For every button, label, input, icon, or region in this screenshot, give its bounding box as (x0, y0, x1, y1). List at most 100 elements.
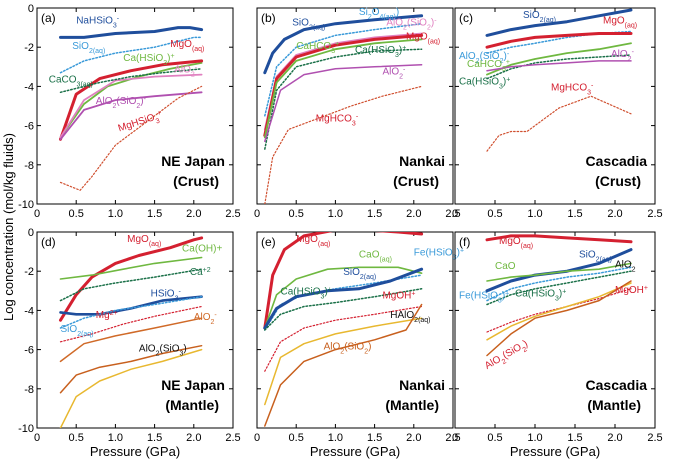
species-label: SiO2(aq) (579, 249, 612, 263)
series-line-alo2-sio2-alt (59, 348, 203, 428)
series-line-ca-hsio3- (59, 62, 203, 139)
species-label: Si2O4(aq)) (359, 7, 399, 21)
panel-letter: (e) (261, 235, 276, 249)
series-line-ca-hsio3- (264, 288, 423, 331)
panel-b: 0 0.5 1.0 1.5 2.0 2.5 (b) Nankai (Crust) Si2O4(aq… (254, 7, 461, 220)
species-label: CaCO3(aq) (49, 74, 93, 88)
x-tick-label: 0.5 (69, 432, 84, 444)
series-line-mgo-aq- (485, 234, 633, 244)
series-line-sio2-aq- (485, 8, 633, 37)
series-line-alo2-sio2- (486, 280, 632, 357)
panel-title: Cascadia (Mantle) (586, 377, 648, 413)
series-line-ca-2 (59, 268, 203, 302)
species-label: AlO2(SiO2) (483, 338, 531, 374)
x-tick-label: 0.5 (487, 208, 502, 220)
y-tick-label: -4 (24, 305, 34, 317)
x-tick-label: 1.0 (328, 432, 343, 444)
species-label: CaO (495, 261, 516, 272)
species-label: MgO(aq) (296, 234, 330, 248)
species-label: SiO2(aq) (523, 10, 556, 24)
species-label: AlO2(SiO2)- (459, 50, 510, 64)
x-tick-label: 1.5 (567, 432, 582, 444)
series-line-ca-hsio3- (486, 54, 632, 80)
species-label: Ca+2 (190, 267, 211, 279)
panel-letter: (d) (41, 235, 56, 249)
x-tick-label: 0 (254, 432, 260, 444)
series-line-cahco3- (263, 38, 423, 139)
series-line-caco3-aq- (59, 68, 203, 94)
species-label: Ca(HSiO3)+ (459, 76, 510, 90)
plot-frame (454, 231, 656, 429)
species-label: CaO(aq) (359, 249, 392, 263)
y-tick-label: 0 (28, 227, 34, 239)
panel-f: 0 0.5 1.0 1.5 2.0 2.5 (f) Cascadia (Mantle) MgO(a… (452, 231, 663, 459)
x-tick-label: 2.0 (186, 432, 201, 444)
series-line-sio2-aq- (263, 267, 424, 330)
x-tick-label: 0.5 (289, 432, 304, 444)
y-tick-label: -4 (24, 81, 34, 93)
series-line-cao-aq- (263, 266, 423, 329)
species-label: MgHCO3- (551, 82, 594, 96)
x-tick-label: 1.5 (147, 208, 162, 220)
series-line-alo2-sio2- (264, 303, 423, 427)
x-tick-label: 1.0 (328, 208, 343, 220)
y-tick-label: -8 (24, 384, 34, 396)
species-label: CaHCO3+ (296, 41, 339, 55)
plot-frame (36, 7, 234, 205)
y-tick-label: -10 (18, 423, 34, 435)
species-label: Fe(HSiO3)+ (459, 290, 509, 304)
x-tick-label: 2.5 (225, 208, 240, 220)
series-line-alo2 (486, 282, 632, 341)
x-axis-label: Pressure (GPa) (310, 444, 400, 459)
series-line-alo2-sio2- (59, 91, 203, 141)
panel-letter: (f) (459, 235, 470, 249)
species-label: SiO2(aq) (72, 41, 105, 55)
y-tick-label: -10 (18, 199, 34, 211)
y-tick-label: 0 (28, 3, 34, 15)
species-label: MgO(aq) (127, 234, 161, 248)
x-axis-label: Pressure (GPa) (510, 444, 600, 459)
x-tick-label: 1.0 (108, 432, 123, 444)
panel-c: 0 0.5 1.0 1.5 2.0 2.5 (c) Cascadia (Crust) SiO2(a… (452, 7, 663, 220)
x-tick-label: 1.0 (108, 208, 123, 220)
species-label: AlO2(SiO3) (139, 344, 187, 358)
series-line-mg2- (59, 305, 203, 343)
series-line-mgo-aq- (485, 32, 633, 49)
x-tick-label: 1.5 (367, 432, 382, 444)
x-tick-label: 2.5 (445, 432, 460, 444)
x-tick-label: 2.5 (647, 208, 662, 220)
series-line-cao-aq- (486, 262, 632, 282)
x-tick-label: 2.0 (607, 208, 622, 220)
x-tick-label: 2.0 (186, 208, 201, 220)
species-label: AlO2- (194, 312, 218, 326)
plot-frame (454, 7, 656, 205)
panel-d: 0 0.5 1.0 1.5 2.0 2.5 0 -2 -4 -6 -8 -10 (d) NE Japan(… (18, 227, 241, 459)
x-tick-label: 2.0 (406, 432, 421, 444)
panel-title: Nankai (Mantle) (385, 377, 445, 413)
panel-title: NE Japan (Crust) (161, 153, 225, 189)
x-tick-label: 2.0 (607, 432, 622, 444)
species-label: AlO2(SiO2)- (386, 17, 437, 31)
species-label: Ca(HSiO3)+ (123, 52, 174, 66)
x-axis-label: Pressure (GPa) (90, 444, 180, 459)
series-line-alo2- (59, 317, 203, 363)
species-label: Ca(HSiO3)+ (281, 286, 332, 300)
x-tick-label: 2.5 (225, 432, 240, 444)
species-label: SiO2(aq) (343, 267, 376, 281)
series-line-si2o4-aq- (264, 22, 423, 117)
panel-letter: (b) (261, 11, 276, 25)
series-line-sio2-aq- (59, 295, 203, 329)
y-axis-label: Log concentration (mol/kg fluids) (1, 133, 16, 321)
species-label: AlO2(SiO2) (324, 342, 372, 356)
species-label: AlO2- (382, 66, 406, 80)
species-label: SiO2(aq) (292, 18, 325, 32)
y-tick-label: -6 (24, 345, 34, 357)
x-tick-label: 2.0 (406, 208, 421, 220)
x-tick-label: 2.5 (445, 208, 460, 220)
panel-title: Cascadia (Crust) (586, 153, 648, 189)
series-line-ca-hsio3- (486, 270, 632, 306)
species-label: MgO(aq) (170, 39, 204, 53)
species-label: HAlO2(aq) (390, 310, 430, 324)
series-line-alo2- (486, 60, 632, 72)
species-label: SiO2(aq) (61, 324, 94, 338)
